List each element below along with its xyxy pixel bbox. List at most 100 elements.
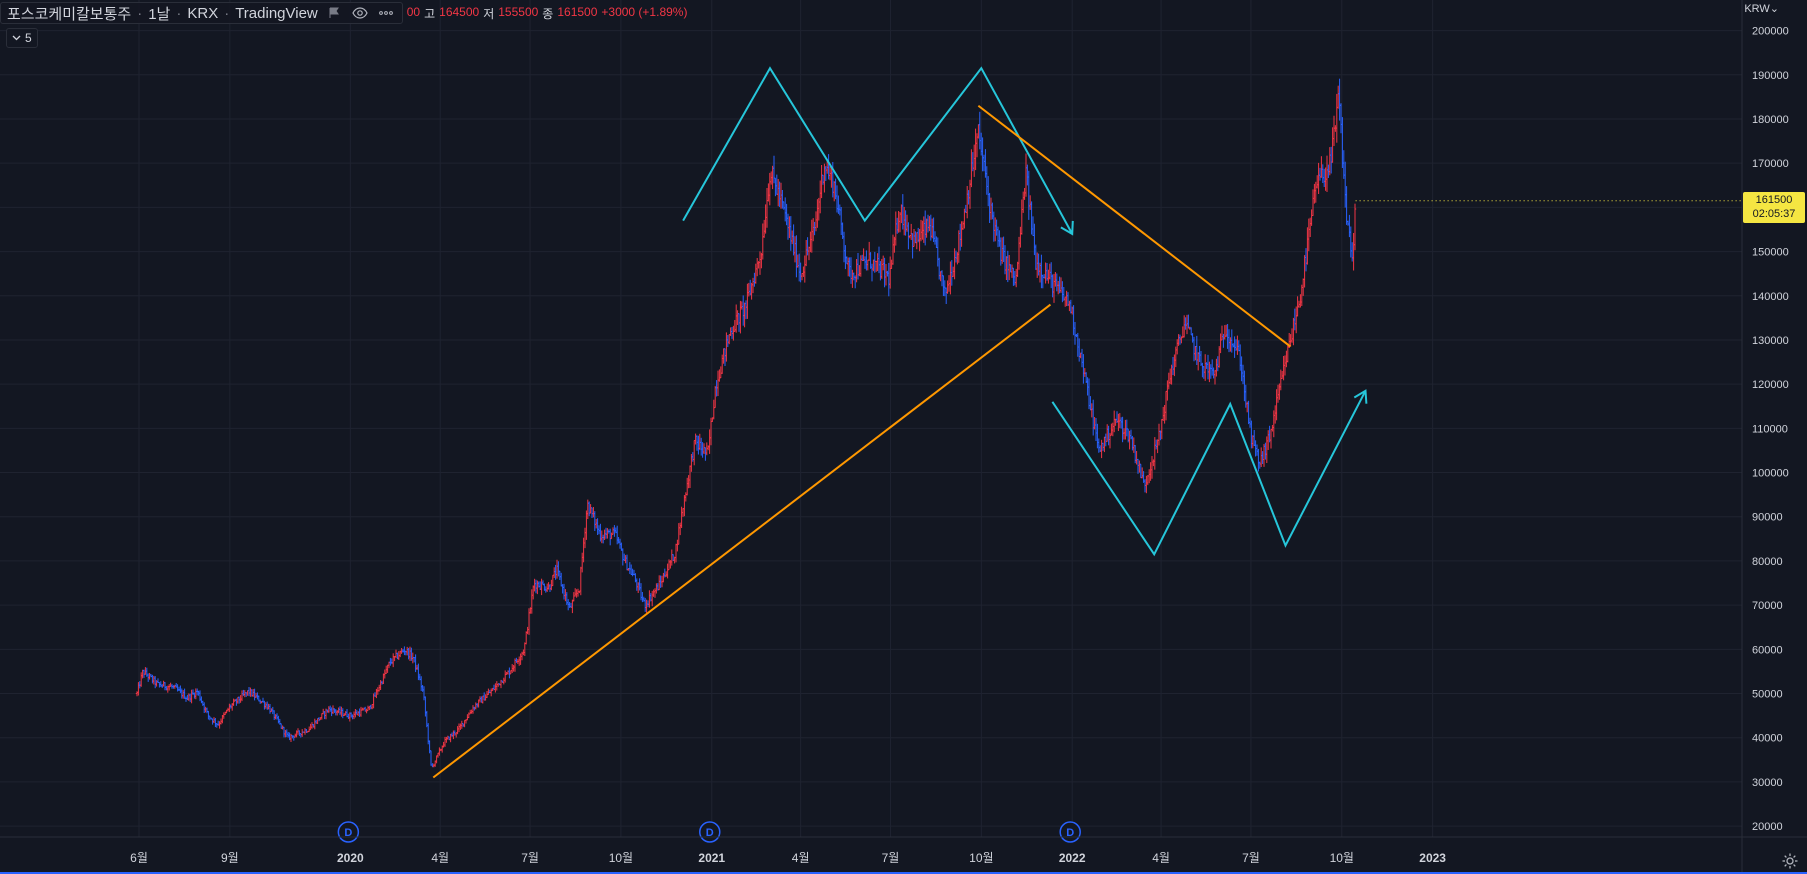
ohlc-bar [203,702,206,713]
symbol-info-box[interactable]: 포스코케미칼보통주 · 1날 · KRX · TradingView [0,2,403,24]
ohlc-bar [1344,161,1347,208]
currency-selector[interactable]: KRW⌄ [1744,2,1779,15]
ohlc-bar [1094,418,1098,441]
ohlc-bar [152,675,155,685]
ohlc-bar [721,354,724,374]
ohlc-bar [912,229,916,247]
ohlc-bar [1331,127,1334,163]
ohlc-bar [526,626,529,635]
ohlc-bar [1223,325,1226,340]
x-tick-label: 4월 [792,851,810,865]
ohlc-bar [1255,444,1259,456]
resistance-trend-line[interactable] [977,104,1292,348]
ohlc-bar [1033,223,1036,256]
ohlc-bar [1136,458,1140,474]
ohlc-bar [980,132,983,156]
ohlc-bar [652,589,655,597]
ohlc-bar [1170,364,1173,385]
ohlc-bar [641,592,644,603]
ohlc-bar [844,245,847,270]
flag-icon[interactable] [324,4,344,22]
ohlc-bar [480,696,483,703]
ohlc-bar [1167,372,1170,390]
ohlc-bar [1008,255,1011,281]
ohlc-bar [1041,274,1044,289]
ohlc-bar [803,255,806,283]
ohlc-bar [600,530,603,544]
last-price-value: 161500 [1755,194,1793,206]
ohlc-bar [819,180,822,214]
symbol-name[interactable]: 포스코케미칼보통주 [7,5,132,23]
ohlc-bar [793,236,797,263]
interval-label[interactable]: 1날 [148,5,171,23]
ohlc-bar [1220,325,1224,341]
ohlc-bar [873,251,876,273]
ohlc-bar [1104,433,1107,447]
ohlc-bar [1260,447,1263,467]
ohlc-bar [1031,216,1035,236]
ohlc-bar [218,721,221,729]
ohlc-bar [1264,442,1267,460]
ohlc-bar [249,687,252,697]
ohlc-bar [869,252,872,269]
eye-icon[interactable] [350,4,370,22]
ohlc-bar [232,698,235,706]
y-tick-label: 200000 [1752,26,1789,38]
ohlc-bar [789,216,792,251]
ohlc-bar [282,726,286,738]
ohlc-bar [190,689,193,704]
ohlc-bar [1190,327,1193,336]
ohlc-bar [991,202,994,220]
last-price-tag: 161500 02:05:37 [1743,192,1805,223]
dividend-marker[interactable]: D [1059,821,1081,843]
ohlc-bar [683,495,686,517]
ohlc-bar [1209,364,1212,379]
dividend-marker[interactable]: D [337,821,360,843]
ohlc-bar [299,733,302,738]
dividend-marker[interactable]: D [699,821,721,843]
w-pattern-line[interactable] [1051,390,1367,557]
ohlc-bar [327,706,330,714]
dividend-label: D [1066,827,1074,839]
support-trend-line[interactable] [432,303,1052,779]
ohlc-bar [533,578,536,592]
ohlc-bar [240,690,244,702]
ohlc-bar [553,567,556,578]
ohlc-bar [1027,170,1030,220]
ohlc-bar [616,525,619,545]
ohlc-bar [1173,354,1176,377]
ohlc-bar [589,504,592,514]
more-icon[interactable] [376,4,396,22]
indicators-toggle-button[interactable]: 5 [6,28,38,48]
ohlc-bar [602,534,605,544]
ohlc-bar [624,555,627,564]
ohlc-bar [534,579,538,594]
ohlc-bar [977,124,980,139]
ohlc-bar [1192,336,1196,362]
ohlc-bar [504,670,507,683]
ohlc-bar [1257,448,1260,472]
ohlc-bar [910,223,913,240]
ohlc-bar [329,705,332,712]
gear-icon[interactable] [1781,852,1799,870]
ohlc-bar [739,300,742,334]
currency-label: KRW [1744,3,1770,15]
ohlc-bar [1236,335,1239,355]
ohlc-bar [435,755,438,764]
ohlc-bar [1187,314,1190,329]
ohlc-bar [875,260,878,272]
ohlc-bar [214,718,217,728]
ohlc-bar [887,262,890,297]
ohlc-bar [1152,459,1155,467]
ohlc-bar [453,730,456,736]
ohlc-bar [750,282,753,300]
ohlc-bar [383,669,386,679]
m-pattern-line[interactable] [682,66,1074,235]
ohlc-bar [1183,315,1186,338]
ohlc-bar [933,231,937,245]
ohlc-bar [477,699,480,708]
ohlc-bar [1276,384,1280,403]
ohlc-bar [1164,390,1168,421]
